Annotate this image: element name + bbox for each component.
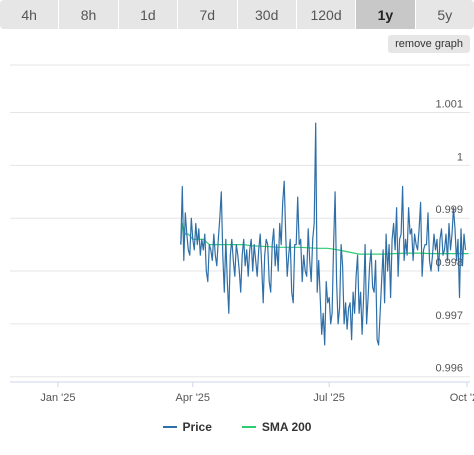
y-tick-label: 1.001 [435,99,463,111]
x-tick-label: Jul '25 [313,392,344,404]
legend-swatch-sma [241,426,256,428]
x-axis-ticks: Jan '25 Apr '25 Jul '25 Oct '25 [40,382,474,404]
legend-item-sma[interactable]: SMA 200 [241,420,312,434]
y-tick-label: 0.998 [435,257,463,269]
price-line [180,122,467,346]
y-tick-label: 1 [457,151,463,163]
tab-30d[interactable]: 30d [237,0,297,29]
tab-5y[interactable]: 5y [415,0,474,29]
tab-1y[interactable]: 1y [356,0,416,29]
tab-4h[interactable]: 4h [0,0,60,29]
x-tick-label: Apr '25 [176,392,211,404]
sma-200-line [180,222,469,255]
price-chart: 0.996 0.997 0.998 0.999 1 1.001 Jan '25 Apr '2… [10,64,474,404]
y-tick-label: 0.996 [435,363,463,375]
tab-7d[interactable]: 7d [178,0,238,29]
y-tick-label: 0.997 [435,310,463,322]
remove-graph-button[interactable]: remove graph [388,35,470,53]
legend-item-price[interactable]: Price [162,420,212,434]
legend-label-price: Price [182,420,212,434]
tab-1d[interactable]: 1d [118,0,179,29]
grid-lines [10,64,470,383]
tab-8h[interactable]: 8h [59,0,119,29]
legend-swatch-price [162,426,177,428]
tab-120d[interactable]: 120d [296,0,357,29]
y-axis-ticks: 0.996 0.997 0.998 0.999 1 1.001 [435,99,463,375]
y-tick-label: 0.999 [435,204,463,216]
x-tick-label: Jan '25 [40,392,75,404]
legend-label-sma: SMA 200 [261,420,312,434]
price-series-layer [180,122,467,346]
sma-series-layer [180,222,469,255]
chart-legend: Price SMA 200 [0,420,474,434]
timeframe-tabs: 4h 8h 1d 7d 30d 120d 1y 5y [0,0,474,30]
x-tick-label: Oct '25 [450,392,474,404]
